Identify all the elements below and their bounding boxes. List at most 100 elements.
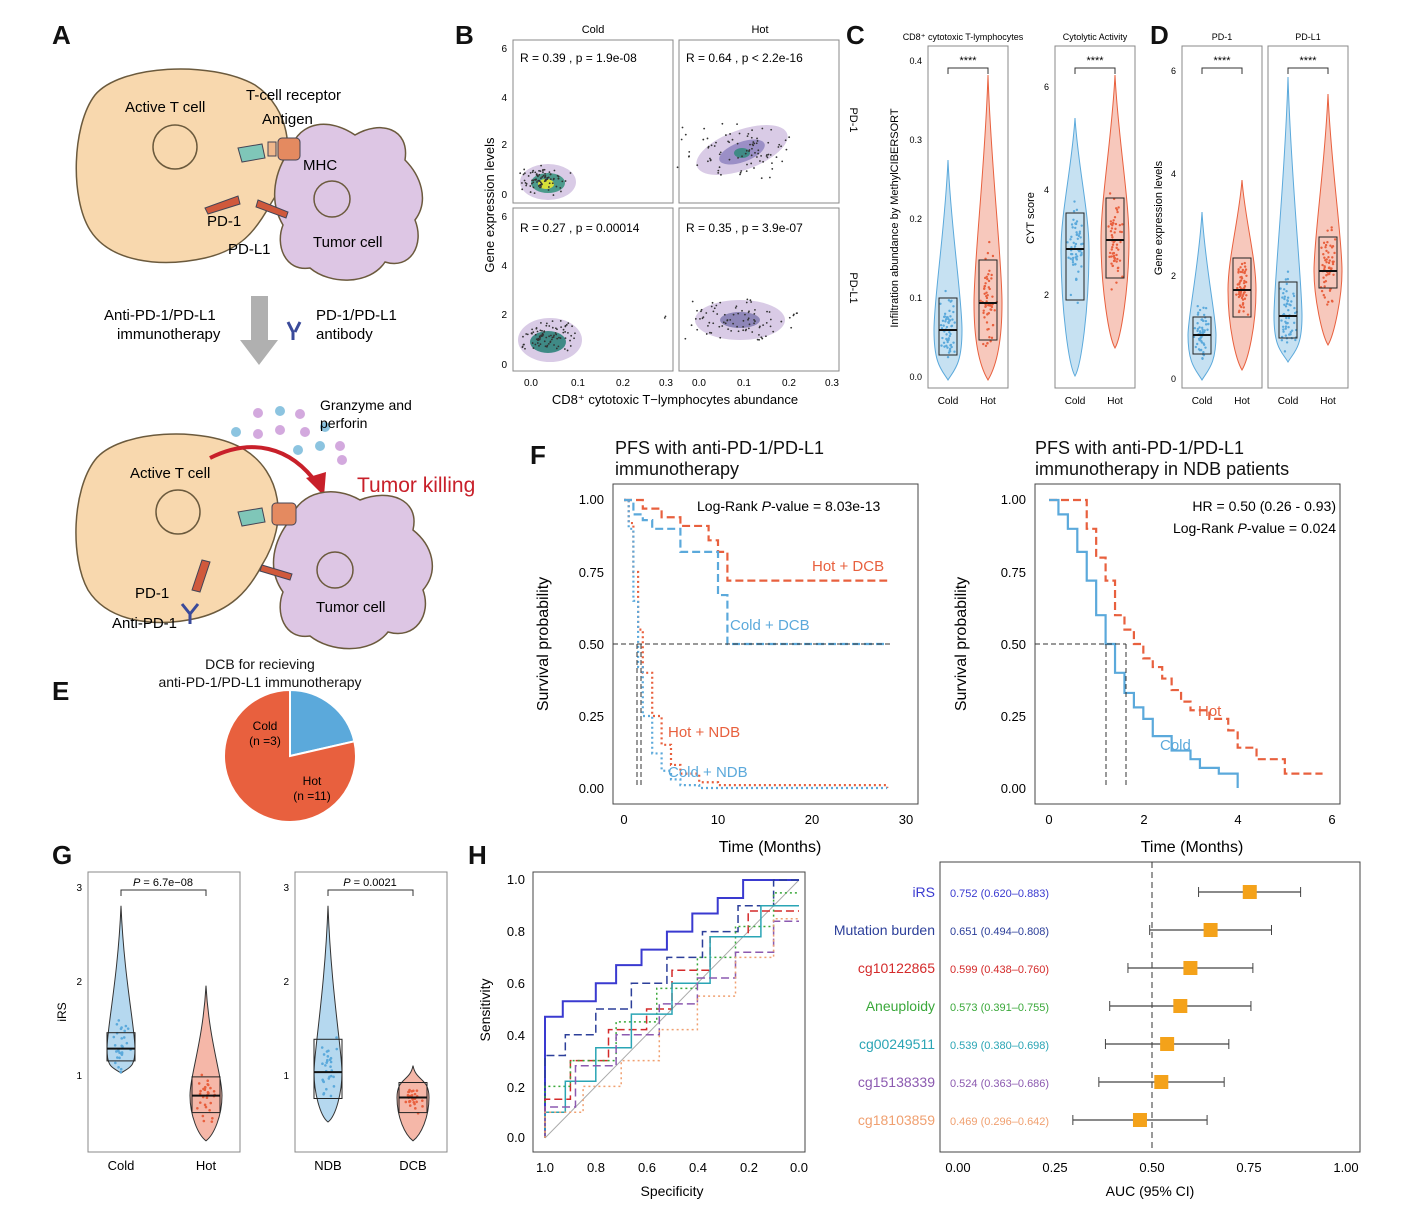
panel-b-point bbox=[749, 143, 751, 146]
panel-b-point bbox=[732, 313, 735, 316]
cd-point bbox=[1116, 210, 1119, 214]
cd-point bbox=[1112, 219, 1115, 222]
panel-b-annot-cold-pd1: R = 0.39 , p = 1.9e-08 bbox=[520, 51, 637, 65]
cd-point bbox=[1111, 221, 1115, 224]
g-xtick-hot: Hot bbox=[196, 1158, 217, 1173]
cd-point bbox=[1323, 280, 1326, 284]
g-right-bracket bbox=[327, 889, 414, 896]
cd-point bbox=[1111, 252, 1114, 255]
g-point bbox=[327, 1049, 330, 1053]
cd-point bbox=[1323, 256, 1326, 259]
roc-xlabel: Specificity bbox=[640, 1183, 703, 1199]
cd-point bbox=[1119, 240, 1122, 244]
cd-point bbox=[1075, 220, 1079, 223]
panel-b-point bbox=[542, 169, 544, 172]
cd-point bbox=[1110, 248, 1113, 251]
cd-point bbox=[1333, 251, 1336, 255]
cd-point bbox=[1330, 226, 1333, 229]
cd-point bbox=[1116, 257, 1119, 261]
panel-b-point bbox=[769, 154, 772, 156]
panel-b-point bbox=[784, 139, 787, 142]
g-point bbox=[414, 1107, 417, 1110]
panel-b-point bbox=[524, 347, 526, 350]
antigen-top bbox=[267, 141, 277, 157]
panel-b-points bbox=[519, 122, 798, 352]
g-point bbox=[404, 1100, 408, 1104]
panel-c-title-2: Cytolytic Activity bbox=[1063, 32, 1128, 42]
g-point bbox=[327, 1077, 331, 1080]
panel-b-point bbox=[552, 178, 555, 181]
cd-point bbox=[1198, 330, 1202, 333]
panel-b-point bbox=[780, 145, 782, 148]
panel-b-point bbox=[696, 328, 699, 331]
cd-point bbox=[984, 305, 987, 309]
g-xtick-ndb: NDB bbox=[314, 1158, 341, 1173]
km-left-ytick-050: 0.50 bbox=[579, 637, 604, 652]
panel-b-point bbox=[549, 173, 552, 176]
g-point bbox=[332, 1075, 335, 1079]
panel-letter-a: A bbox=[52, 20, 71, 50]
panel-b-point bbox=[720, 173, 722, 176]
panel-letter-b: B bbox=[455, 20, 474, 50]
g-point bbox=[202, 1119, 206, 1123]
panel-b-point bbox=[554, 327, 557, 330]
roc-curve-cg00249511 bbox=[544, 905, 799, 1138]
panel-b-point bbox=[760, 155, 763, 157]
panel-b-point bbox=[702, 138, 705, 141]
cd-point bbox=[1072, 209, 1076, 213]
cd-point bbox=[946, 355, 950, 359]
forest-auc-marker bbox=[1242, 885, 1257, 899]
panel-b-point bbox=[552, 336, 555, 338]
cd-point bbox=[1066, 241, 1069, 244]
cd-point bbox=[1284, 305, 1288, 308]
cd-point bbox=[1112, 254, 1116, 257]
panel-b-col-hot: Hot bbox=[751, 24, 768, 36]
panel-b-annot-hot-pdl1: R = 0.35 , p = 3.9e-07 bbox=[686, 221, 803, 235]
km-right-title-2: immunotherapy in NDB patients bbox=[1035, 459, 1290, 479]
antigen-label: Antigen bbox=[262, 111, 313, 128]
cd-point bbox=[1198, 308, 1202, 312]
panel-b-point bbox=[535, 178, 537, 181]
cd-point bbox=[1076, 233, 1079, 236]
cd-point bbox=[1110, 233, 1114, 237]
cd-point bbox=[986, 342, 989, 345]
cd-point bbox=[1286, 277, 1290, 281]
cd-point bbox=[1200, 341, 1204, 344]
cd-point bbox=[1111, 224, 1114, 227]
g-point bbox=[335, 1036, 338, 1039]
panel-b-point bbox=[788, 316, 791, 319]
g-left-ytick-2: 2 bbox=[76, 977, 82, 988]
cd-point bbox=[1075, 231, 1078, 234]
cd-point bbox=[950, 299, 953, 302]
panel-b-point bbox=[664, 315, 667, 318]
km-right-xtick-4: 4 bbox=[1234, 812, 1241, 827]
panel-b-point bbox=[663, 317, 666, 319]
cd-point bbox=[1116, 269, 1120, 273]
cd-point bbox=[1285, 282, 1288, 286]
g-point bbox=[322, 1080, 326, 1084]
cd-point bbox=[986, 328, 989, 331]
b-ytick-0-top: 0 bbox=[501, 190, 507, 201]
panel-b-point bbox=[538, 338, 541, 341]
cd-point bbox=[1243, 297, 1247, 300]
panel-b-point bbox=[785, 148, 788, 151]
panel-b-point bbox=[753, 322, 755, 325]
cd-point bbox=[1069, 293, 1073, 297]
b-ytick-2-top: 2 bbox=[501, 140, 507, 151]
cd-point bbox=[1107, 225, 1110, 228]
cd-point bbox=[1283, 303, 1286, 306]
panel-b-point bbox=[569, 172, 572, 174]
km-right-ytick-050: 0.50 bbox=[1001, 637, 1026, 652]
panel-b-point bbox=[539, 170, 542, 173]
g-point bbox=[205, 1096, 209, 1100]
panel-b-point bbox=[709, 159, 712, 162]
panel-b-frame-hot-pd1 bbox=[678, 39, 840, 204]
cd-point bbox=[943, 312, 947, 316]
cd-point bbox=[1117, 206, 1120, 209]
cd-point bbox=[1292, 292, 1295, 295]
cd-point bbox=[1237, 268, 1240, 271]
forest-ci-text: 0.469 (0.296–0.642) bbox=[950, 1116, 1049, 1128]
cd-point bbox=[1284, 327, 1287, 330]
